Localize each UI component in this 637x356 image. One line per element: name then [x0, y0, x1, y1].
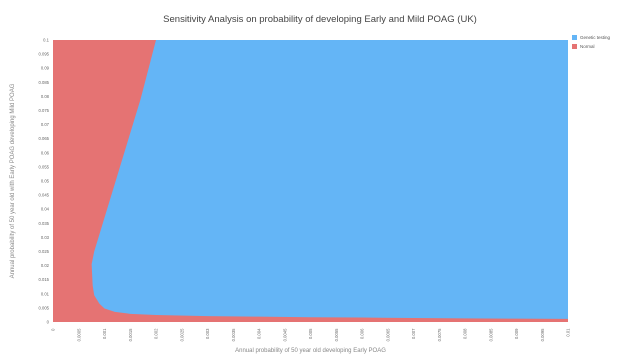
- y-tick-label: 0.03: [41, 235, 50, 240]
- x-tick-label: 0: [51, 328, 56, 331]
- x-tick-label: 0.0055: [334, 328, 339, 341]
- y-tick-label: 0.09: [41, 66, 50, 71]
- x-tick-label: 0.008: [463, 328, 468, 339]
- y-tick-label: 0.06: [41, 150, 50, 155]
- y-tick-label: 0.085: [39, 80, 50, 85]
- legend-swatch-normal: [572, 44, 577, 49]
- y-tick-label: 0: [47, 320, 50, 325]
- x-tick-label: 0.006: [360, 328, 365, 339]
- y-tick-label: 0.05: [41, 179, 50, 184]
- x-tick-label: 0.003: [205, 328, 210, 339]
- x-tick-label: 0.01: [566, 328, 571, 337]
- y-tick-label: 0.015: [39, 277, 50, 282]
- legend-label-genetic-testing[interactable]: Genetic testing: [580, 35, 611, 40]
- legend-swatch-genetic-testing: [572, 35, 577, 40]
- y-tick-label: 0.035: [39, 221, 50, 226]
- legend: Genetic testing Normal: [572, 35, 611, 49]
- x-tick-label: 0.002: [154, 328, 159, 339]
- y-tick-label: 0.055: [39, 164, 50, 169]
- y-tick-label: 0.095: [39, 52, 50, 57]
- x-tick-label: 0.007: [411, 328, 416, 339]
- y-tick-label: 0.08: [41, 94, 50, 99]
- x-tick-label: 0.0035: [231, 328, 236, 341]
- x-tick-label: 0.0045: [282, 328, 287, 341]
- y-tick-label: 0.065: [39, 136, 50, 141]
- y-tick-label: 0.1: [43, 38, 49, 43]
- y-tick-label: 0.02: [41, 263, 50, 268]
- y-axis-label: Annual probability of 50 year old with E…: [10, 83, 16, 278]
- genetic-testing-region: [91, 40, 568, 319]
- x-tick-label: 0.001: [102, 328, 107, 339]
- y-tick-label: 0.005: [39, 305, 50, 310]
- x-tick-label: 0.0005: [76, 328, 81, 341]
- y-tick-label: 0.045: [39, 193, 50, 198]
- x-tick-label: 0.005: [308, 328, 313, 339]
- x-tick-label: 0.0015: [128, 328, 133, 341]
- x-tick-label: 0.0025: [179, 328, 184, 341]
- y-tick-label: 0.025: [39, 249, 50, 254]
- legend-label-normal[interactable]: Normal: [580, 44, 595, 49]
- x-tick-label: 0.0095: [540, 328, 545, 341]
- x-axis-ticks: 0 0.0005 0.001 0.0015 0.002 0.0025 0.003 0.0035…: [51, 328, 571, 341]
- chart-title: Sensitivity Analysis on probability of d…: [163, 14, 477, 25]
- x-tick-label: 0.0085: [488, 328, 493, 341]
- x-tick-label: 0.004: [257, 328, 262, 339]
- y-tick-label: 0.075: [39, 108, 50, 113]
- plot-area: [53, 40, 568, 322]
- y-tick-label: 0.07: [41, 122, 50, 127]
- x-tick-label: 0.0075: [437, 328, 442, 341]
- x-tick-label: 0.009: [514, 328, 519, 339]
- x-axis-label: Annual probability of 50 year old develo…: [235, 348, 386, 354]
- x-tick-label: 0.0065: [385, 328, 390, 341]
- y-tick-label: 0.01: [41, 291, 50, 296]
- y-axis-ticks: 0 0.005 0.01 0.015 0.02 0.025 0.03 0.035 0.04 0.0…: [39, 38, 50, 325]
- y-tick-label: 0.04: [41, 207, 50, 212]
